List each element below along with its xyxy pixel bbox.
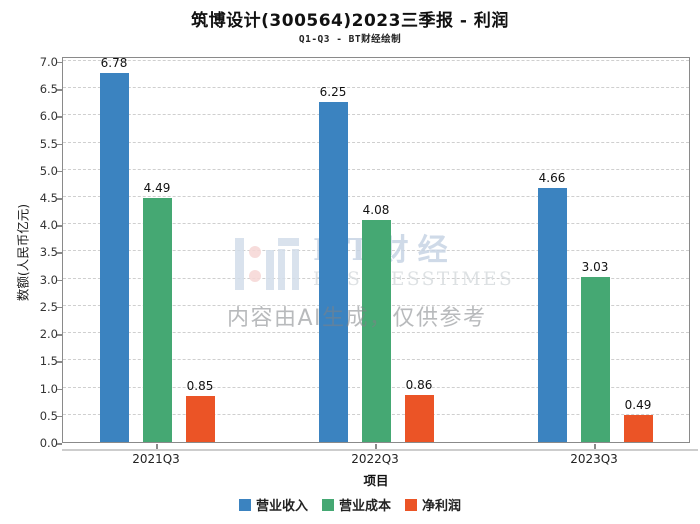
bar-value-label: 4.08 bbox=[362, 202, 390, 217]
x-tick-mark bbox=[375, 444, 377, 449]
y-tick-label: 3.5 bbox=[39, 245, 58, 260]
chart-subtitle: Q1-Q3 - BT财经绘制 bbox=[298, 34, 402, 45]
bar-value-label: 0.86 bbox=[405, 378, 433, 393]
y-tick-label: 6.0 bbox=[39, 109, 58, 124]
legend-item-营业收入: 营业收入 bbox=[238, 495, 308, 514]
gridline bbox=[63, 168, 689, 170]
bar-营业收入-2023Q3 bbox=[537, 188, 567, 442]
legend-swatch bbox=[321, 498, 334, 511]
bar-营业成本-2021Q3 bbox=[142, 197, 172, 442]
legend-swatch bbox=[405, 498, 417, 511]
y-tick-mark bbox=[57, 170, 62, 173]
y-tick-mark bbox=[57, 306, 62, 309]
bar-value-label: 3.03 bbox=[581, 260, 609, 275]
plot-area: BT财经 BUSINESSTIMES 6.784.490.856.254.080… bbox=[62, 55, 690, 443]
legend-item-净利润: 净利润 bbox=[405, 495, 461, 514]
bar-净利润-2022Q3 bbox=[404, 395, 434, 442]
legend-item-营业成本: 营业成本 bbox=[321, 495, 391, 514]
y-tick-label: 1.0 bbox=[39, 381, 58, 396]
legend-swatch bbox=[238, 498, 251, 511]
bt-logo-icon bbox=[235, 238, 299, 290]
y-tick-label: 6.5 bbox=[39, 82, 58, 97]
y-tick-mark bbox=[57, 279, 62, 282]
gridline bbox=[63, 87, 689, 89]
y-tick-label: 5.0 bbox=[39, 163, 58, 178]
y-tick-mark bbox=[57, 116, 62, 118]
y-tick-mark bbox=[57, 334, 62, 336]
chart-title: 筑博设计(300564)2023三季报 - 利润 bbox=[191, 11, 509, 31]
x-tick-mark bbox=[594, 444, 596, 449]
y-tick-mark bbox=[57, 89, 62, 91]
y-tick-label: 0.5 bbox=[39, 408, 58, 423]
y-tick-label: 0.0 bbox=[39, 436, 58, 450]
y-tick-label: 4.5 bbox=[39, 191, 58, 205]
y-tick-label: 4.0 bbox=[39, 218, 58, 233]
x-tick-label: 2021Q3 bbox=[132, 452, 180, 466]
legend-label: 营业收入 bbox=[255, 499, 308, 514]
bar-value-label: 6.25 bbox=[319, 84, 347, 99]
y-tick-label: 7.0 bbox=[39, 54, 58, 69]
y-tick-mark bbox=[57, 443, 62, 445]
bar-净利润-2023Q3 bbox=[623, 415, 653, 442]
y-tick-mark bbox=[57, 252, 62, 254]
axis-shadow-line bbox=[62, 449, 698, 451]
x-tick-mark bbox=[156, 444, 158, 449]
bar-value-label: 4.49 bbox=[143, 180, 171, 195]
y-tick-mark bbox=[57, 415, 62, 418]
y-tick-mark bbox=[57, 361, 62, 363]
y-tick-label: 5.5 bbox=[39, 136, 58, 151]
y-tick-label: 2.0 bbox=[39, 327, 58, 342]
bar-value-label: 6.78 bbox=[100, 55, 128, 70]
bar-净利润-2021Q3 bbox=[185, 395, 215, 442]
y-tick-mark bbox=[57, 198, 62, 200]
gridline bbox=[63, 114, 689, 116]
y-tick-mark bbox=[57, 61, 62, 64]
bar-营业收入-2022Q3 bbox=[318, 101, 348, 442]
bar-营业成本-2022Q3 bbox=[361, 219, 391, 442]
y-tick-mark bbox=[57, 225, 62, 227]
y-tick-label: 3.0 bbox=[39, 272, 58, 287]
gridline bbox=[63, 59, 689, 61]
x-tick-label: 2023Q3 bbox=[570, 452, 618, 466]
gridline bbox=[63, 196, 689, 198]
gridline bbox=[63, 141, 689, 143]
y-tick-label: 1.5 bbox=[39, 354, 58, 369]
y-tick-mark bbox=[57, 388, 62, 391]
bar-value-label: 0.49 bbox=[624, 398, 652, 413]
bar-value-label: 4.66 bbox=[538, 171, 566, 186]
bar-营业收入-2021Q3 bbox=[99, 72, 129, 442]
legend-label: 营业成本 bbox=[338, 499, 391, 514]
legend: 营业收入 营业成本 净利润 bbox=[0, 495, 700, 514]
x-tick-label: 2022Q3 bbox=[351, 452, 399, 466]
y-tick-mark bbox=[57, 143, 62, 146]
legend-label: 净利润 bbox=[422, 499, 462, 514]
y-tick-label: 2.5 bbox=[39, 299, 58, 314]
bar-value-label: 0.85 bbox=[186, 378, 214, 393]
bar-营业成本-2023Q3 bbox=[580, 277, 610, 442]
x-axis-label: 项目 bbox=[363, 473, 389, 488]
